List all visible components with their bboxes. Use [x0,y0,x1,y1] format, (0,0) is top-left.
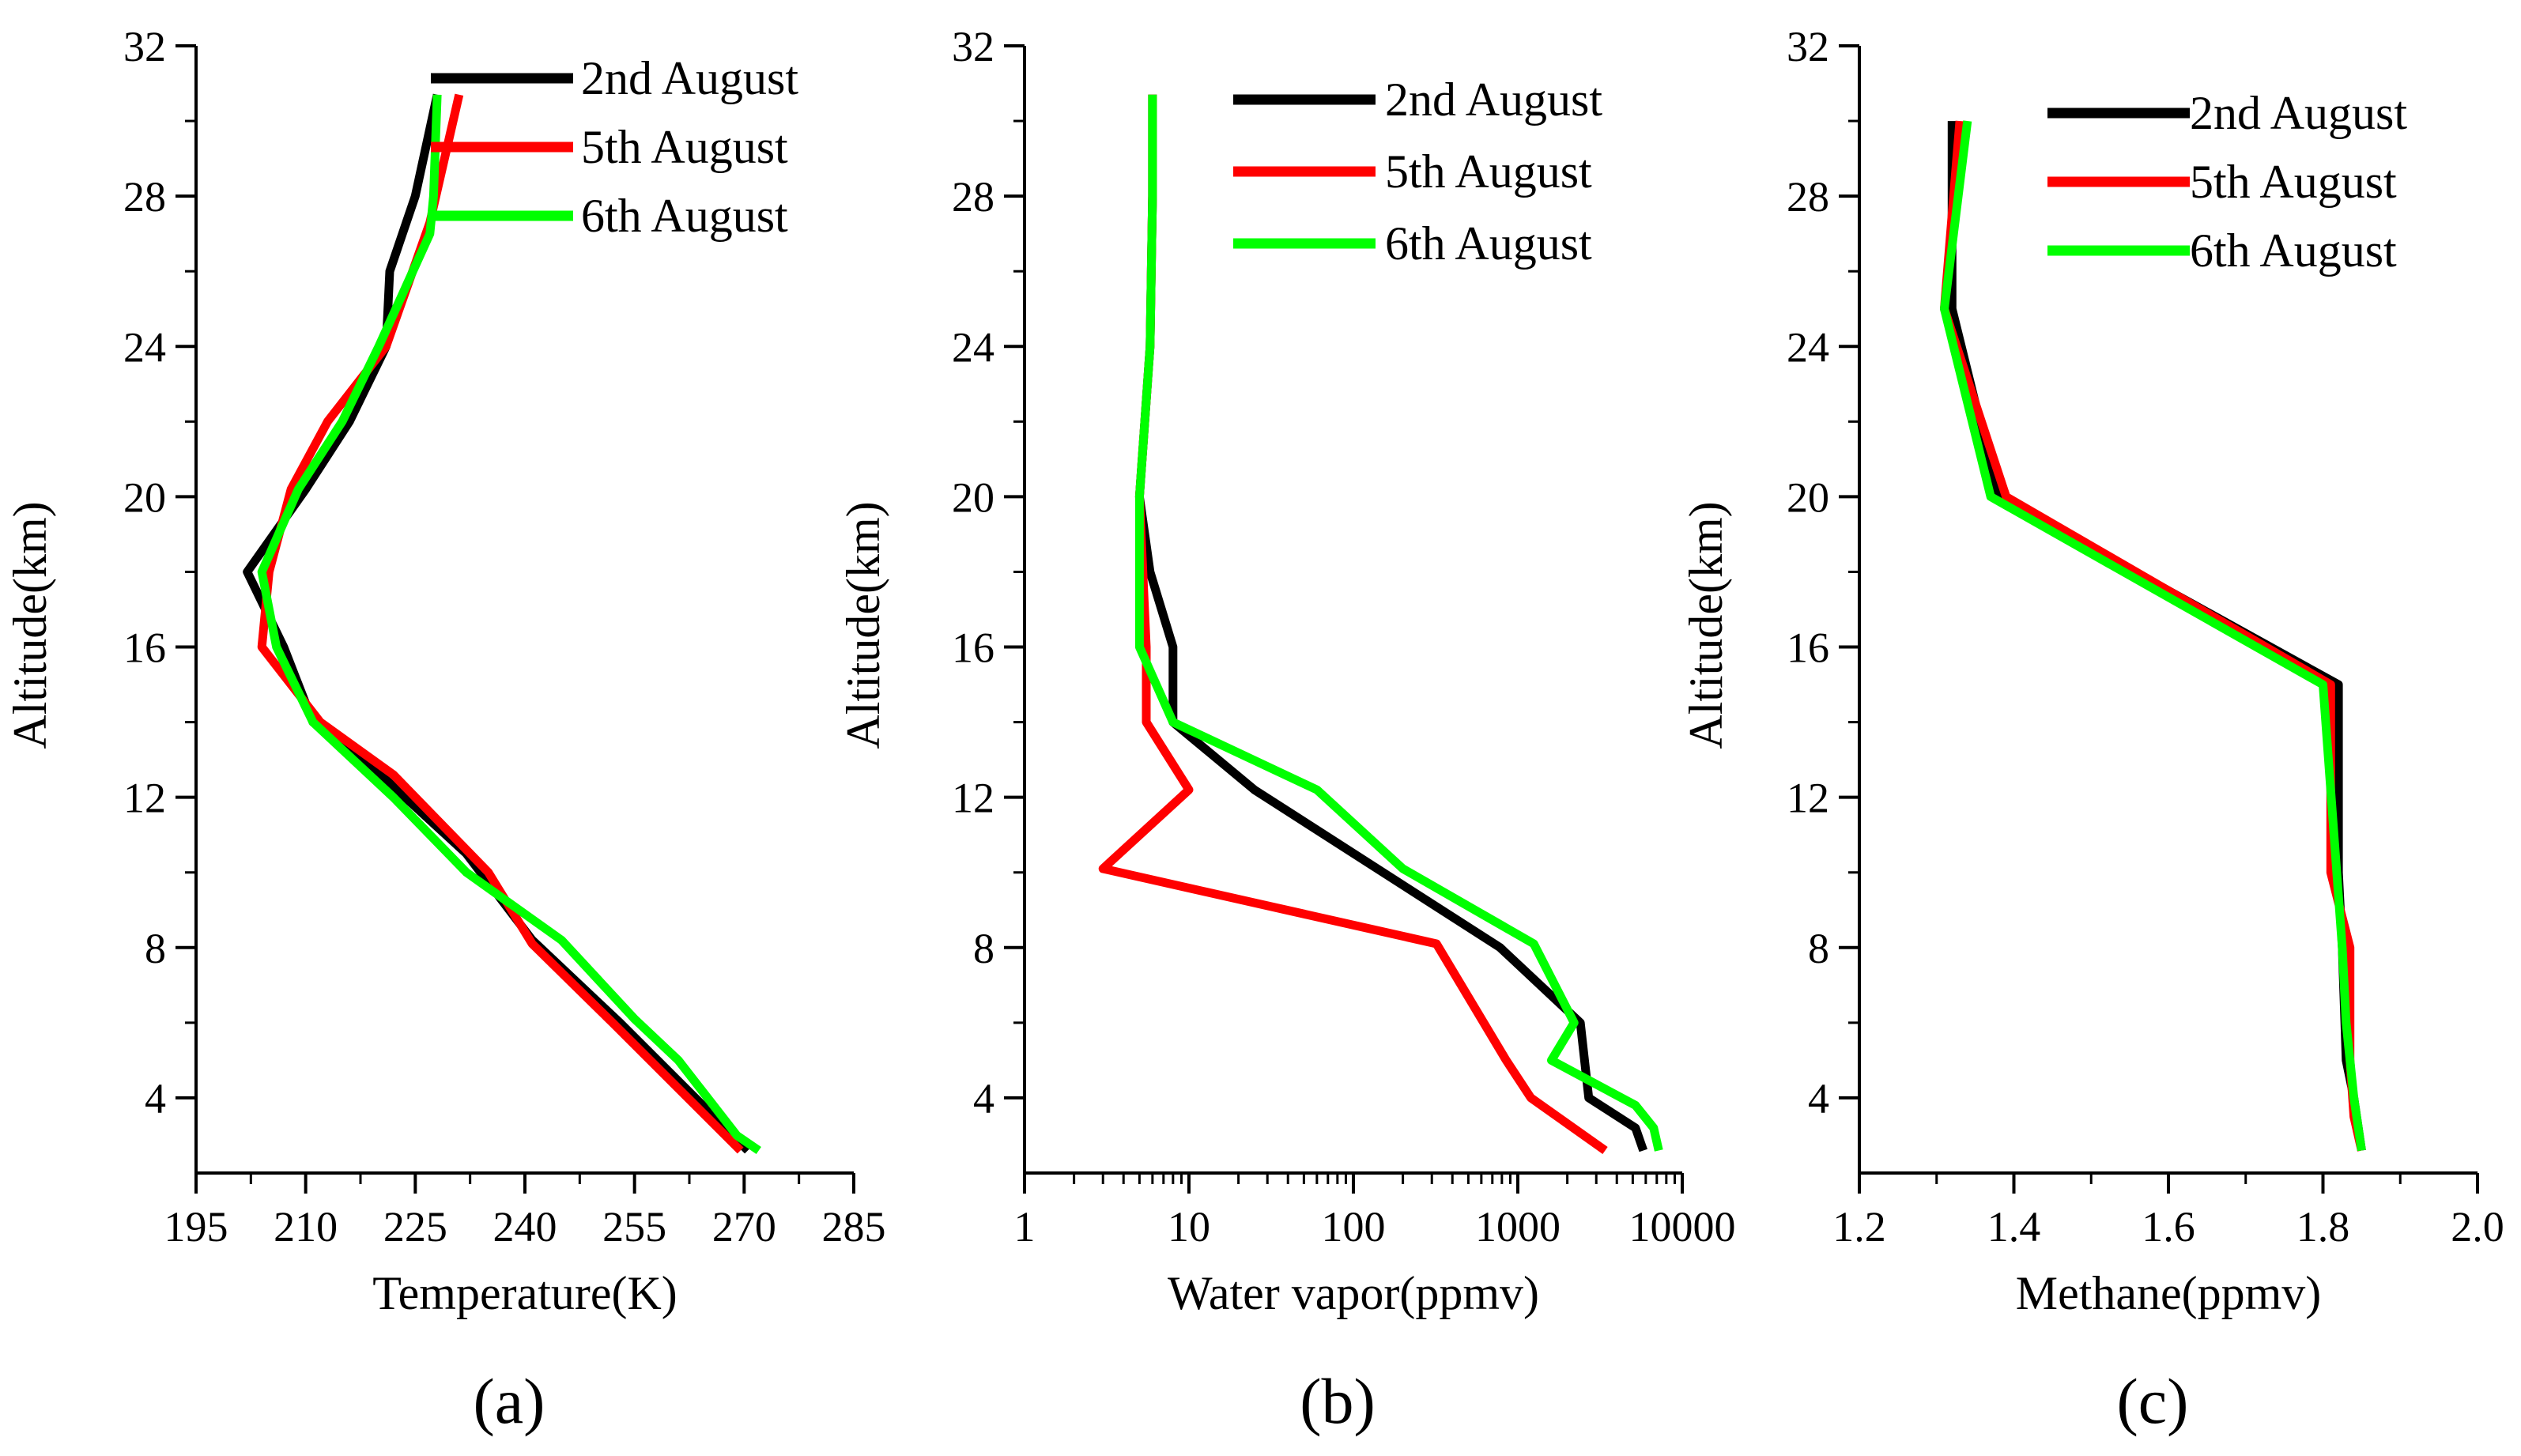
x-tick-label: 240 [493,1203,557,1250]
y-tick-label: 28 [952,173,994,221]
x-tick-label: 1000 [1475,1203,1561,1250]
y-tick-label: 16 [123,624,166,672]
legend-label: 6th August [2190,224,2397,277]
y-axis-title: Altitude(km) [1680,501,1732,749]
x-axis-title: Water vapor(ppmv) [1168,1267,1539,1319]
y-tick-label: 28 [1787,173,1829,221]
series-line-6th-august [257,94,761,1155]
legend-label: 5th August [1385,145,1592,198]
series-line-6th-august [1940,120,2366,1152]
y-tick-label: 4 [1808,1075,1829,1122]
legend-label: 2nd August [581,52,798,104]
x-tick-label: 10000 [1629,1203,1736,1250]
y-tick-label: 12 [1787,775,1829,822]
x-tick-label: 210 [274,1203,338,1250]
y-tick-label: 8 [145,925,166,972]
y-tick-label: 24 [1787,323,1829,371]
x-tick-label: 195 [164,1203,228,1250]
x-tick-label: 1.2 [1832,1203,1886,1250]
y-tick-label: 12 [123,775,166,822]
x-tick-label: 225 [383,1203,447,1250]
x-tick-label: 100 [1322,1203,1386,1250]
x-tick-label: 1 [1014,1203,1036,1250]
legend-label: 2nd August [1385,74,1602,126]
series-line-5th-august [257,93,744,1154]
panel-label: (c) [2116,1365,2188,1437]
y-tick-label: 20 [123,473,166,521]
x-tick-label: 255 [602,1203,666,1250]
legend-label: 5th August [2190,156,2397,208]
y-axis-title: Altitude(km) [837,501,889,749]
panel-label: (b) [1300,1365,1376,1437]
x-tick-label: 285 [822,1203,886,1250]
legend-label: 6th August [581,190,788,242]
series-line-6th-august [1134,94,1663,1152]
panel-label: (a) [473,1365,545,1437]
y-tick-label: 28 [123,173,166,221]
legend-label: 2nd August [2190,87,2407,139]
legend-label: 6th August [1385,217,1592,270]
y-tick-label: 32 [952,23,994,70]
y-tick-label: 16 [1787,624,1829,672]
panel-b: 1 10 100 1000 10000 4 8 12 16 20 24 28 32 Water vapor… [837,23,1736,1437]
panel-c: 1.2 1.4 1.6 1.8 2.0 4 8 12 16 20 24 28 32 Methane(ppm… [1680,23,2504,1437]
y-tick-label: 4 [145,1075,166,1122]
y-tick-label: 12 [952,775,994,822]
x-tick-label: 270 [712,1203,776,1250]
legend-label: 5th August [581,121,788,173]
legend: 2nd August 5th August 6th August [431,52,798,242]
x-tick-label: 2.0 [2451,1203,2504,1250]
x-axis-title: Methane(ppmv) [2016,1267,2322,1319]
y-tick-label: 32 [123,23,166,70]
y-tick-label: 8 [1808,925,1829,972]
y-tick-label: 4 [973,1075,994,1122]
y-axis-title: Altitude(km) [4,501,56,749]
x-tick-label: 1.8 [2296,1203,2350,1250]
y-tick-label: 8 [973,925,994,972]
y-tick-label: 20 [1787,473,1829,521]
y-tick-label: 32 [1787,23,1829,70]
x-tick-label: 1.4 [1987,1203,2041,1250]
y-tick-label: 24 [123,323,166,371]
x-tick-label: 10 [1168,1203,1210,1250]
y-tick-label: 20 [952,473,994,521]
x-axis-title: Temperature(K) [372,1267,677,1319]
legend: 2nd August 5th August 6th August [1233,74,1602,270]
panels: 195 210 225 240 255 270 285 4 8 12 16 20 24 28 32 Tempe… [4,23,2504,1437]
y-tick-label: 24 [952,323,994,371]
x-tick-label: 1.6 [2142,1203,2195,1250]
y-tick-label: 16 [952,624,994,672]
legend: 2nd August 5th August 6th August [2047,87,2407,277]
panel-a: 195 210 225 240 255 270 285 4 8 12 16 20 24 28 32 Tempe… [4,23,886,1437]
